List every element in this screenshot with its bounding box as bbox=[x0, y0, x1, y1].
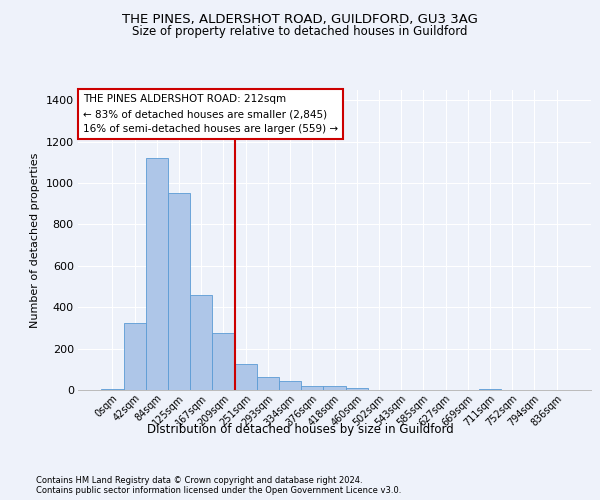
Bar bbox=[146, 158, 168, 390]
Text: Contains public sector information licensed under the Open Government Licence v3: Contains public sector information licen… bbox=[36, 486, 401, 495]
Bar bbox=[124, 323, 146, 390]
Text: Distribution of detached houses by size in Guildford: Distribution of detached houses by size … bbox=[146, 422, 454, 436]
Bar bbox=[323, 386, 346, 390]
Bar bbox=[101, 389, 124, 390]
Bar bbox=[301, 386, 323, 390]
Bar bbox=[479, 389, 501, 390]
Bar bbox=[212, 333, 235, 390]
Text: THE PINES ALDERSHOT ROAD: 212sqm
← 83% of detached houses are smaller (2,845)
16: THE PINES ALDERSHOT ROAD: 212sqm ← 83% o… bbox=[83, 94, 338, 134]
Bar bbox=[279, 380, 301, 390]
Y-axis label: Number of detached properties: Number of detached properties bbox=[30, 152, 40, 328]
Bar bbox=[346, 388, 368, 390]
Text: THE PINES, ALDERSHOT ROAD, GUILDFORD, GU3 3AG: THE PINES, ALDERSHOT ROAD, GUILDFORD, GU… bbox=[122, 12, 478, 26]
Text: Size of property relative to detached houses in Guildford: Size of property relative to detached ho… bbox=[132, 25, 468, 38]
Bar bbox=[257, 376, 279, 390]
Bar bbox=[190, 295, 212, 390]
Bar bbox=[168, 194, 190, 390]
Bar bbox=[235, 364, 257, 390]
Text: Contains HM Land Registry data © Crown copyright and database right 2024.: Contains HM Land Registry data © Crown c… bbox=[36, 476, 362, 485]
